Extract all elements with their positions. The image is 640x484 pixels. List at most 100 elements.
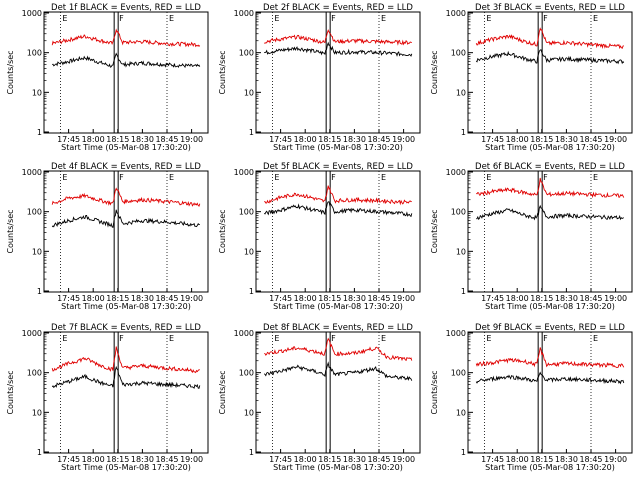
marker-label: E [62,334,67,343]
y-tick-label: 10 [32,408,42,417]
y-axis-label: Counts/sec [430,370,439,414]
x-tick-label: 18:45 [155,294,178,303]
x-tick-label: 18:00 [506,294,529,303]
plot-frame [467,170,633,293]
series-lld [264,29,412,46]
series-events [51,365,201,389]
series-lld [475,27,625,50]
flare-marker [325,11,331,134]
y-tick-label: 100 [239,369,254,378]
series-events [263,201,413,218]
marker-label: E [274,173,279,182]
y-tick-label: 1000 [446,9,466,18]
series-events [475,49,625,65]
x-tick-label: 18:45 [579,135,602,144]
y-tick-label: 1000 [446,329,466,338]
flare-marker [537,11,543,134]
x-tick-label: 18:15 [106,294,129,303]
marker-label: F [331,14,336,23]
x-tick-label: 18:00 [506,135,529,144]
marker-label: E [169,14,174,23]
y-tick-label: 10 [244,247,254,256]
y-tick-label: 1 [37,448,42,457]
series-events [264,41,413,57]
marker-label: E [381,14,386,23]
marker-label: E [486,173,491,182]
series-events [51,52,201,69]
y-tick-label: 10 [32,247,42,256]
y-tick-label: 1000 [446,168,466,177]
marker-label: F [543,334,548,343]
y-tick-label: 1 [37,128,42,137]
x-tick-label: 18:00 [82,294,105,303]
y-tick-label: 100 [239,208,254,217]
y-tick-label: 1000 [22,9,42,18]
y-axis-label: Counts/sec [218,50,227,94]
marker-label: E [381,334,386,343]
x-tick-label: 19:00 [180,455,203,464]
marker-label: E [486,14,491,23]
panel-title: Det 2f BLACK = Events, RED = LLD [263,3,413,13]
panel-title: Det 5f BLACK = Events, RED = LLD [263,162,413,172]
y-axis-label: Counts/sec [430,209,439,253]
y-tick-label: 100 [27,369,42,378]
plot-frame [255,170,421,293]
y-tick-label: 100 [451,369,466,378]
x-tick-label: 19:00 [180,294,203,303]
y-tick-label: 10 [456,88,466,97]
marker-label: F [119,14,124,23]
panel-title: Det 7f BLACK = Events, RED = LLD [51,323,201,333]
x-tick-label: 18:45 [155,455,178,464]
y-tick-label: 10 [244,88,254,97]
y-tick-label: 1 [249,287,254,296]
x-tick-label: 17:45 [269,455,292,464]
marker-label: E [62,173,67,182]
plot-frame [255,11,421,134]
x-tick-label: 18:00 [82,455,105,464]
x-tick-label: 18:45 [155,135,178,144]
x-tick-label: 19:00 [604,294,627,303]
x-tick-label: 18:15 [318,135,341,144]
x-tick-label: 18:45 [579,455,602,464]
marker-label: E [593,334,598,343]
x-tick-label: 17:45 [481,294,504,303]
panel-title: Det 3f BLACK = Events, RED = LLD [475,3,625,13]
marker-label: F [119,173,124,182]
x-tick-label: 17:45 [481,455,504,464]
y-axis-label: Counts/sec [218,209,227,253]
y-tick-label: 100 [239,49,254,58]
flare-marker [325,331,331,454]
x-tick-label: 18:15 [106,455,129,464]
plot-frame [43,331,209,454]
x-axis-label: Start Time (05-Mar-08 17:30:20) [485,302,615,311]
series-events [475,371,625,385]
marker-label: F [331,173,336,182]
y-tick-label: 100 [27,208,42,217]
x-tick-label: 18:15 [318,455,341,464]
marker-label: E [169,334,174,343]
x-tick-label: 18:00 [294,294,317,303]
plot-frame [43,170,209,293]
flare-marker [537,331,543,454]
flare-marker [113,331,119,454]
marker-label: E [169,173,174,182]
x-tick-label: 18:45 [579,294,602,303]
panel-title: Det 9f BLACK = Events, RED = LLD [475,323,625,333]
series-events [263,361,413,381]
x-tick-label: 18:30 [131,135,154,144]
x-tick-label: 18:00 [506,455,529,464]
marker-label: F [543,173,548,182]
plot-frame [43,11,209,134]
x-tick-label: 18:30 [555,455,578,464]
x-tick-label: 19:00 [392,135,415,144]
series-lld [264,337,413,362]
x-tick-label: 18:45 [367,135,390,144]
marker-label: E [593,14,598,23]
x-axis-label: Start Time (05-Mar-08 17:30:20) [273,463,403,472]
